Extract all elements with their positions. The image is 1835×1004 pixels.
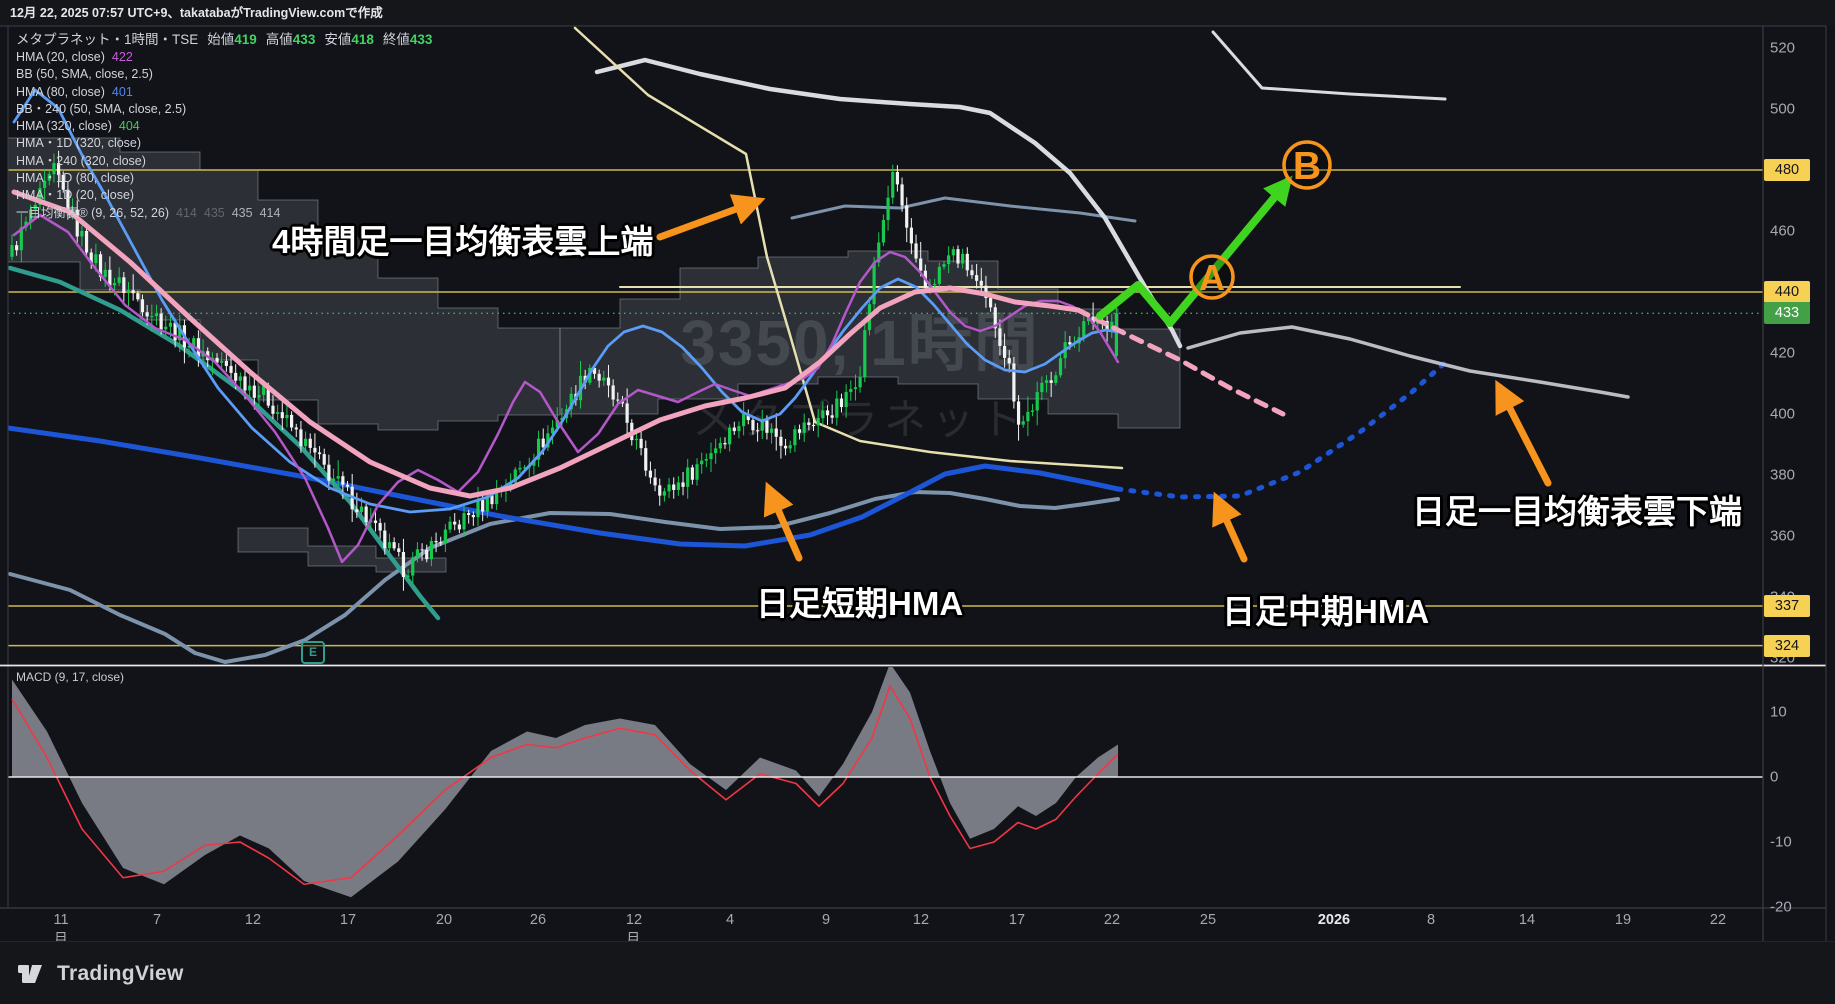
time-tick-25: 25 (1199, 912, 1217, 928)
annotation-daily-short-hma[interactable]: 日足短期HMA (756, 585, 964, 622)
kumo-small (237, 527, 447, 573)
legend-row-5[interactable]: HMA・1D (320, close) (16, 136, 142, 151)
macd-pane[interactable] (8, 663, 1763, 898)
time-tick-8: 8 (1426, 912, 1436, 928)
legend-row-1[interactable]: BB (50, SMA, close, 2.5) (16, 67, 153, 82)
price-tick-460: 460 (1770, 222, 1796, 240)
time-tick-20: 20 (435, 912, 453, 928)
legend-row-9[interactable]: 一目均衡表® (9, 26, 52, 26) 414 435 435 414 (16, 205, 281, 220)
time-tick-9: 9 (821, 912, 831, 928)
daily-mid-hma-line[interactable] (8, 425, 1121, 549)
screenshot-caption: 12月 22, 2025 07:57 UTC+9、takatabaがTradin… (10, 6, 383, 20)
time-tick-2026: 2026 (1317, 912, 1351, 928)
price-badge-480: 480 (1764, 159, 1810, 181)
earnings-marker[interactable]: E (301, 641, 325, 664)
price-tick-420: 420 (1770, 344, 1796, 362)
legend-row-8[interactable]: HMA・1D (20, close) (16, 188, 135, 203)
time-tick-19: 19 (1614, 912, 1632, 928)
tradingview-logo-icon (18, 964, 42, 983)
price-tick-520: 520 (1770, 39, 1796, 57)
hma-20-line[interactable] (12, 213, 1120, 564)
macd-tick--20: -20 (1770, 898, 1792, 916)
kumo-4h (559, 250, 1181, 429)
daily-mid-hma-forecast[interactable] (1115, 357, 1451, 500)
macd-tick-0: 0 (1770, 768, 1779, 786)
macd-legend[interactable]: MACD (9, 17, close) (16, 670, 125, 684)
price-tick-360: 360 (1770, 527, 1796, 545)
time-tick-22: 22 (1103, 912, 1121, 928)
price-pane[interactable]: AB (8, 26, 1763, 664)
cloud-4h-edge-line[interactable] (573, 26, 1124, 470)
legend-row-4[interactable]: HMA (320, close) 404 (16, 119, 140, 134)
footer-bar: TradingView (0, 941, 1835, 1004)
svg-text:A: A (1199, 258, 1225, 298)
svg-text:B: B (1293, 145, 1321, 188)
time-tick-12: 12 (912, 912, 930, 928)
daily-kumo-top-line[interactable] (1211, 30, 1447, 101)
annotation-4h-cloud-top[interactable]: 4時間足一目均衡表雲上端 (272, 223, 654, 260)
candlesticks[interactable] (10, 150, 1119, 591)
arrow-daily-short-hma[interactable] (763, 481, 803, 562)
legend-row-6[interactable]: HMA・240 (320, close) (16, 153, 146, 168)
price-tick-400: 400 (1770, 405, 1796, 423)
price-badge-337: 337 (1764, 595, 1810, 617)
arrow-daily-kumo-bottom[interactable] (1495, 379, 1552, 487)
hma-240-320-line[interactable] (790, 196, 1137, 223)
time-tick-4: 4 (725, 912, 735, 928)
price-badge-440: 440 (1764, 280, 1810, 303)
time-tick-14: 14 (1518, 912, 1536, 928)
annotation-daily-kumo-bottom[interactable]: 日足一目均衡表雲下端 (1412, 493, 1742, 530)
arrow-daily-mid-hma[interactable] (1212, 491, 1248, 563)
legend-symbol-row[interactable]: メタプラネット・1時間・TSE 始値419 高値433 安値418 終値433 (16, 32, 433, 47)
hma-80-line[interactable] (12, 88, 1120, 514)
tradingview-logo[interactable]: TradingView (18, 960, 184, 988)
time-tick-12: 12 (244, 912, 262, 928)
legend-row-7[interactable]: HMA・1D (80, close) (16, 171, 135, 186)
bb240-basis-line[interactable] (594, 57, 1183, 349)
price-badge-433: 433 (1764, 302, 1810, 325)
time-tick-26: 26 (529, 912, 547, 928)
price-badge-324: 324 (1764, 634, 1810, 657)
time-tick-17: 17 (1008, 912, 1026, 928)
forecast-zigzag[interactable] (1096, 175, 1293, 327)
legend-row-2[interactable]: HMA (80, close) 401 (16, 84, 133, 99)
daily-short-hma-line[interactable] (11, 189, 1081, 499)
screenshot-caption-bar: 12月 22, 2025 07:57 UTC+9、takatabaがTradin… (0, 0, 1835, 26)
macd-tick-10: 10 (1770, 703, 1787, 721)
annotation-daily-mid-hma[interactable]: 日足中期HMA (1222, 593, 1430, 630)
hma-1d-320-line[interactable] (8, 490, 1120, 664)
macd-tick--10: -10 (1770, 833, 1792, 851)
indicator-legend[interactable]: メタプラネット・1時間・TSE 始値419 高値433 安値418 終値433 HMA (… (16, 31, 432, 222)
forecast-marker-b[interactable]: B (1282, 140, 1332, 190)
time-tick-17: 17 (339, 912, 357, 928)
macd-signal-line (11, 685, 1119, 886)
legend-row-0[interactable]: HMA (20, close) 422 (16, 50, 133, 64)
legend-row-3[interactable]: BB・240 (50, SMA, close, 2.5) (16, 101, 187, 116)
time-tick-7: 7 (152, 912, 162, 928)
daily-kumo-bottom-line[interactable] (1186, 325, 1630, 399)
arrow-4h-cloud-top[interactable] (656, 194, 766, 241)
time-tick-22: 22 (1709, 912, 1727, 928)
price-tick-380: 380 (1770, 466, 1796, 484)
price-tick-500: 500 (1770, 100, 1796, 118)
forecast-marker-a[interactable]: A (1189, 254, 1235, 300)
tradingview-logo-text: TradingView (57, 961, 184, 985)
macd-area (12, 667, 1118, 898)
daily-short-hma-forecast[interactable] (1075, 307, 1286, 417)
